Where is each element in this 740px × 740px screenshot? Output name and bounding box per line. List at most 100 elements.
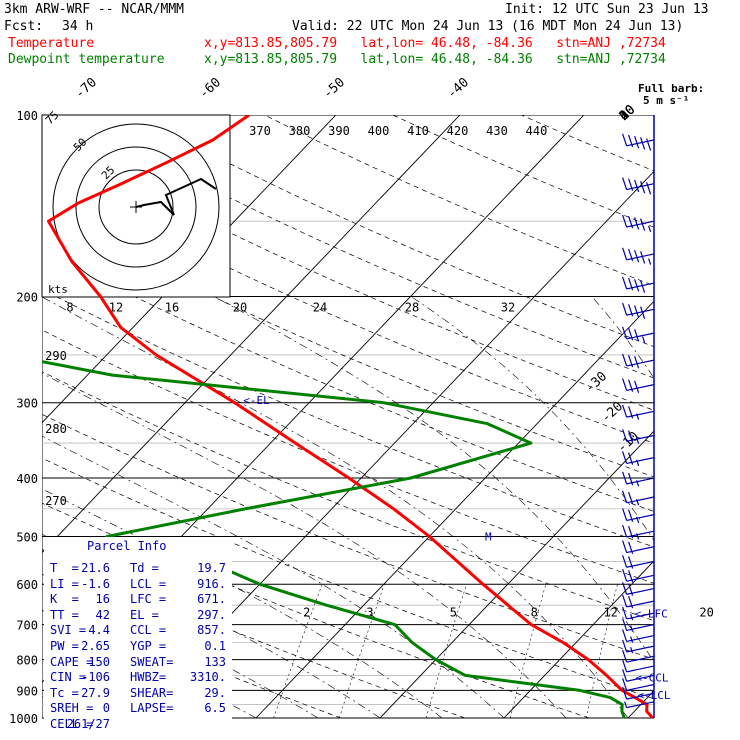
parcel-param-value: 16	[95, 592, 110, 607]
wind-barb-half-flag	[636, 459, 640, 467]
wind-barb-flag	[622, 429, 628, 442]
parcel-param-value: 671.	[197, 592, 226, 607]
dry-adiabat-line	[264, 115, 654, 287]
parcel-param-value: 150	[88, 654, 110, 669]
parcel-param-label: SVI =	[50, 623, 87, 638]
isotherm-label: -60	[197, 75, 224, 102]
wind-barb-flag	[628, 327, 634, 341]
parcel-param-label: CCL =	[130, 623, 167, 638]
wind-barb-staff	[626, 530, 655, 538]
parcel-info-row: CELL = 261/27	[50, 717, 232, 733]
theta-e-label: 410	[407, 124, 429, 138]
forecast-hours: 34 h	[62, 19, 94, 34]
mixing-ratio-label: 8	[531, 606, 538, 620]
wind-barb-flag	[628, 134, 634, 148]
mixing-ratio-line	[273, 584, 323, 719]
wind-barb-half-flag	[624, 701, 628, 708]
wind-barb-staff	[626, 384, 655, 392]
wind-barb-flag	[622, 678, 628, 691]
theta-e-label: 390	[328, 124, 350, 138]
parcel-info-row: SVI = 4.4 CCL = 857.	[50, 623, 232, 639]
wind-barb-staff	[626, 253, 655, 261]
isotherm-label: -50	[321, 75, 348, 102]
pressure-tick-label: 600	[16, 578, 38, 592]
mixing-ratio-label: 12	[603, 606, 617, 620]
mixing-ratio-line	[339, 584, 385, 719]
parcel-param-label: PW =	[50, 638, 79, 653]
dry-adiabat-line	[71, 115, 654, 379]
wind-barb-flag	[622, 659, 628, 673]
parcel-param-label: TT =	[50, 607, 79, 622]
wind-barb-staff	[626, 308, 655, 316]
theta-e-label: 400	[368, 124, 390, 138]
barb-key-title: Full barb:	[638, 82, 704, 95]
parcel-param-label: LFC =	[130, 592, 167, 607]
wind-barb	[622, 451, 655, 467]
wind-barb-staff	[626, 701, 655, 709]
theta-label: 290	[45, 349, 67, 363]
wind-barb	[622, 659, 655, 673]
wind-barb-flag	[628, 472, 634, 486]
wind-barb-flag	[628, 354, 634, 368]
parcel-param-value: 2.65	[81, 638, 110, 653]
level-marker-ccl: <-CCL	[635, 672, 668, 685]
wind-barb-flag	[628, 452, 634, 465]
pressure-tick-label: 700	[16, 619, 38, 633]
wind-barb-flag	[628, 379, 634, 392]
wind-barb-flag	[622, 649, 628, 663]
parcel-param-value: -106	[81, 670, 110, 685]
wind-barb-flag	[622, 582, 628, 595]
wind-barb-flag	[622, 555, 628, 568]
wind-barb-flag	[634, 217, 640, 230]
wind-barb-staff	[626, 645, 655, 653]
wind-barb-flag	[628, 570, 634, 583]
wind-barb-flag	[628, 304, 634, 317]
wind-barb-flag	[634, 279, 640, 292]
wind-barb	[622, 568, 655, 583]
wind-barb-flag	[640, 251, 646, 264]
parcel-info-row: T = 21.6 Td = 19.7	[50, 561, 232, 577]
wind-barb	[622, 669, 655, 682]
wind-barb	[622, 618, 655, 632]
parcel-param-value: 261/27	[66, 716, 110, 731]
wind-barb-half-flag	[642, 336, 646, 343]
wind-barb-half-flag	[636, 480, 640, 487]
hodograph-units: kts	[48, 283, 68, 296]
moist-adiabat-line	[42, 372, 567, 719]
wind-barb-flag	[622, 133, 628, 146]
wind-barb-flag	[634, 305, 640, 318]
parcel-param-value: 21.6	[81, 561, 110, 575]
isotherm-label: -30	[583, 369, 610, 396]
wind-barb	[622, 404, 655, 420]
temperature-profile	[47, 115, 654, 720]
parcel-info-row: PW = 2.65 YGP = 0.1	[50, 639, 232, 655]
hodograph-ring	[75, 146, 197, 268]
wind-barb	[622, 471, 655, 487]
wind-barb	[622, 353, 655, 369]
mixing-ratio-label: 12	[109, 301, 123, 315]
mixing-ratio-label: 24	[313, 301, 327, 315]
isotherm-label: 40	[617, 102, 639, 124]
wind-barb-flag	[622, 302, 628, 316]
wind-barb-staff	[626, 692, 655, 700]
temperature-point-info: x,y=813.85,805.79 lat,lon= 46.48, -84.36…	[204, 36, 666, 51]
dewpoint-line-label: Dewpoint temperature	[8, 52, 165, 67]
wind-barb-flag	[622, 686, 628, 700]
wind-barb-flag	[628, 595, 634, 609]
wind-barb-flag	[628, 556, 634, 569]
wind-barb	[622, 247, 655, 265]
level-marker-el: <-EL	[243, 394, 270, 407]
wind-barb	[622, 594, 655, 609]
wind-barb	[622, 649, 655, 663]
parcel-info-row: SREH = 0 LAPSE= 6.5	[50, 701, 232, 717]
wind-barb-flag	[640, 180, 646, 194]
wind-barb	[622, 555, 655, 569]
wind-barb-staff	[626, 600, 655, 608]
wind-barb	[622, 276, 655, 293]
parcel-info-panel: Parcel Info T = 21.6 Td = 19.7 LI = -1.6 LCL =…	[44, 537, 232, 731]
wind-barb	[622, 639, 655, 654]
wind-barb-staff	[626, 282, 655, 290]
isotherm-line	[42, 115, 337, 424]
parcel-param-label: T =	[50, 561, 79, 575]
